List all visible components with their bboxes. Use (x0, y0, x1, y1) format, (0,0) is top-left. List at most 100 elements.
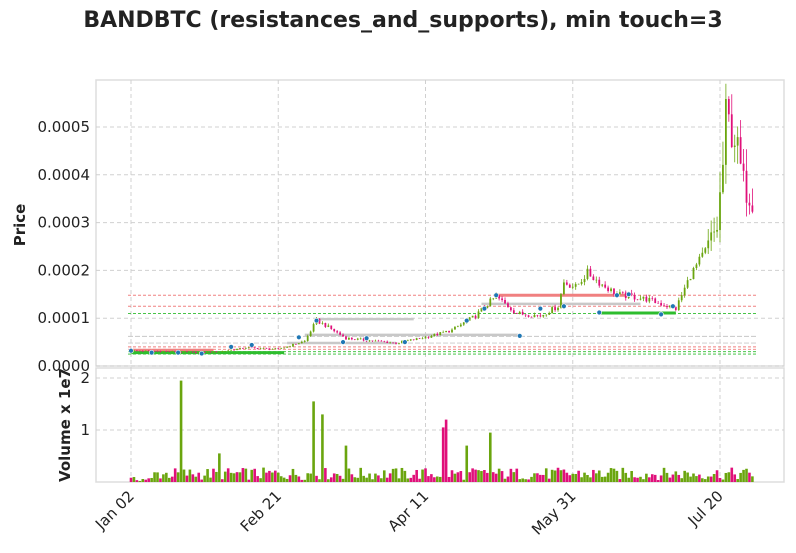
price-tick-label: 0.0003 (38, 214, 91, 232)
volume-bar (391, 468, 395, 482)
candle-down (242, 347, 244, 349)
volume-bar (589, 477, 592, 482)
candle-down (253, 347, 256, 349)
candle-up (642, 296, 645, 299)
candle-up (274, 348, 277, 350)
candle-up (595, 279, 598, 281)
volume-bar (447, 476, 451, 482)
candle-down (153, 351, 156, 352)
volume-bar (515, 468, 519, 482)
touch-marker (402, 339, 408, 345)
candle-up (639, 298, 642, 300)
volume-bar (194, 476, 198, 482)
volume-bar (612, 468, 616, 482)
candle-down (592, 276, 595, 281)
volume-bar (247, 479, 251, 482)
candle-down (186, 351, 188, 353)
volume-bar (438, 476, 442, 482)
candle-down (336, 331, 339, 333)
volume-bar (212, 468, 215, 482)
candle-down (180, 352, 182, 353)
candle-down (507, 303, 509, 308)
candle-up (189, 351, 191, 353)
volume-bar (356, 477, 360, 482)
volume-bar (176, 472, 180, 482)
volume-bar (736, 479, 739, 482)
candle-down (621, 292, 624, 293)
volume-bar (648, 477, 651, 482)
volume-bar (500, 471, 504, 482)
date-tick-label: Feb 21 (237, 487, 285, 535)
candle-up (518, 311, 521, 314)
volume-bar (218, 453, 221, 482)
volume-bar (200, 479, 203, 482)
candle-up (212, 351, 215, 353)
volume-bar (179, 380, 183, 482)
volume-bar (639, 476, 642, 482)
candle-up (144, 350, 147, 352)
touch-marker (340, 339, 346, 345)
volume-bar (480, 471, 483, 482)
volume-bar (374, 473, 377, 482)
volume-bar (703, 479, 707, 482)
candle-down (412, 339, 415, 340)
candle-down (159, 351, 162, 353)
volume-bar (544, 468, 548, 482)
candle-up (492, 298, 495, 300)
volume-bar (338, 475, 342, 482)
volume-bar (244, 468, 248, 482)
candle-up (733, 145, 736, 147)
touch-marker (493, 292, 499, 298)
candle-up (486, 306, 489, 309)
volume-bar (630, 471, 633, 482)
volume-bar (397, 478, 401, 482)
volume-bar (253, 468, 256, 482)
candle-down (345, 336, 347, 340)
volume-bar (571, 473, 575, 482)
candle-down (165, 351, 168, 352)
volume-bar (144, 479, 148, 482)
volume-bar (141, 478, 145, 482)
volume-bar (315, 475, 318, 482)
candle-down (607, 287, 609, 292)
candle-up (610, 288, 612, 292)
volume-bar (727, 472, 731, 482)
volume-bar (159, 478, 162, 482)
volume-bar (456, 472, 460, 482)
volume-bar (150, 477, 153, 482)
volume-bar (309, 473, 312, 482)
candle-up (557, 307, 559, 311)
candle-up (480, 308, 483, 312)
volume-bar (350, 474, 354, 482)
volume-bar (403, 470, 407, 482)
candle-up (468, 317, 471, 321)
volume-bar (427, 476, 430, 482)
candle-down (512, 310, 515, 314)
candle-down (674, 306, 677, 310)
volume-bar (462, 479, 466, 482)
candle-down (427, 337, 430, 338)
touch-marker (537, 305, 544, 312)
volume-bar (238, 472, 242, 482)
candle-up (312, 324, 315, 332)
candle-down (377, 340, 380, 342)
candle-down (353, 339, 356, 340)
volume-bar (550, 469, 554, 482)
volume-bar (680, 478, 684, 482)
candle-up (710, 232, 713, 241)
volume-bar (400, 467, 404, 482)
date-tick-label: Jan 02 (91, 487, 138, 534)
volume-bar (285, 478, 289, 482)
volume-bar (459, 471, 463, 482)
volume-bar (162, 474, 165, 482)
volume-bar (188, 469, 192, 482)
candle-up (736, 137, 739, 146)
candle-down (515, 313, 518, 314)
candle-up (430, 336, 433, 338)
volume-bar (468, 472, 471, 482)
touch-marker (561, 303, 567, 309)
volume-bar (497, 468, 501, 482)
volume-bar (388, 473, 392, 482)
touch-marker (128, 348, 134, 354)
volume-bar (279, 476, 283, 482)
